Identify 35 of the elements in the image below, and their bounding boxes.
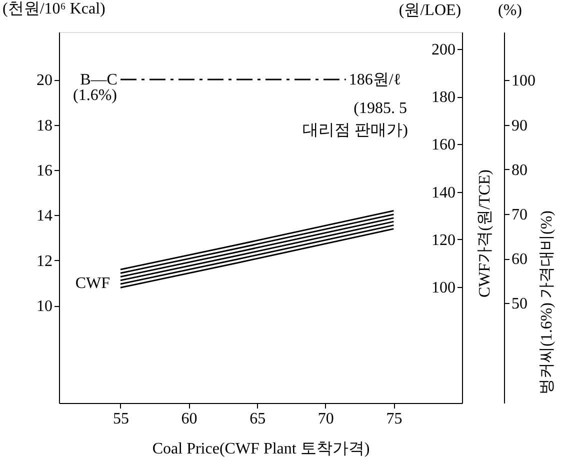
y2-tick-label: 200 bbox=[432, 41, 456, 58]
y-tick-label: 12 bbox=[36, 252, 52, 270]
y3-tick-label: 50 bbox=[512, 296, 528, 313]
x-tick-label: 55 bbox=[112, 410, 129, 428]
text: (%) bbox=[498, 2, 522, 19]
x-axis-title: Coal Price(CWF Plant 토착가격) bbox=[152, 440, 370, 458]
y3-axis-title: 벙커씨(1.6%) 가격대비(%) bbox=[538, 210, 556, 394]
y-axis-title: (천원/10⁶ Kcal) bbox=[2, 0, 106, 18]
y-tick-label: 14 bbox=[36, 208, 52, 225]
text: (원/LOE) bbox=[398, 2, 462, 19]
annotation: 대리점 판매가) bbox=[302, 122, 408, 139]
y2-tick-label: 120 bbox=[432, 232, 456, 249]
y2-tick-label: 180 bbox=[432, 89, 456, 106]
annotation: (1985. 5 bbox=[354, 100, 407, 117]
y2-tick-label: 140 bbox=[432, 184, 456, 202]
y3-tick-label: 70 bbox=[512, 206, 528, 224]
x-tick-label: 75 bbox=[386, 410, 402, 428]
x-tick-label: 60 bbox=[181, 410, 198, 428]
y3-tick-label: 80 bbox=[512, 162, 528, 179]
y-tick-label: 18 bbox=[36, 117, 52, 134]
annotation: (1.6%) bbox=[73, 87, 117, 104]
y-tick-label: 16 bbox=[36, 162, 52, 180]
y3-tick-label: 90 bbox=[512, 117, 528, 134]
y-tick-label: 10 bbox=[36, 298, 52, 316]
y3-tick-label: 60 bbox=[512, 251, 528, 268]
y2-tick-label: 100 bbox=[432, 280, 456, 297]
annotation: CWF bbox=[75, 275, 110, 292]
x-tick-label: 65 bbox=[250, 410, 266, 428]
y-tick-label: 20 bbox=[36, 72, 52, 90]
y3-tick-label: 100 bbox=[512, 72, 536, 90]
y2-tick-label: 160 bbox=[432, 136, 456, 154]
x-tick-label: 70 bbox=[318, 410, 334, 428]
annotation: B—C bbox=[80, 72, 118, 89]
annotation: 186원/ℓ bbox=[348, 72, 401, 89]
y2-axis-title: CWF가격(원/TCE) bbox=[476, 170, 494, 298]
